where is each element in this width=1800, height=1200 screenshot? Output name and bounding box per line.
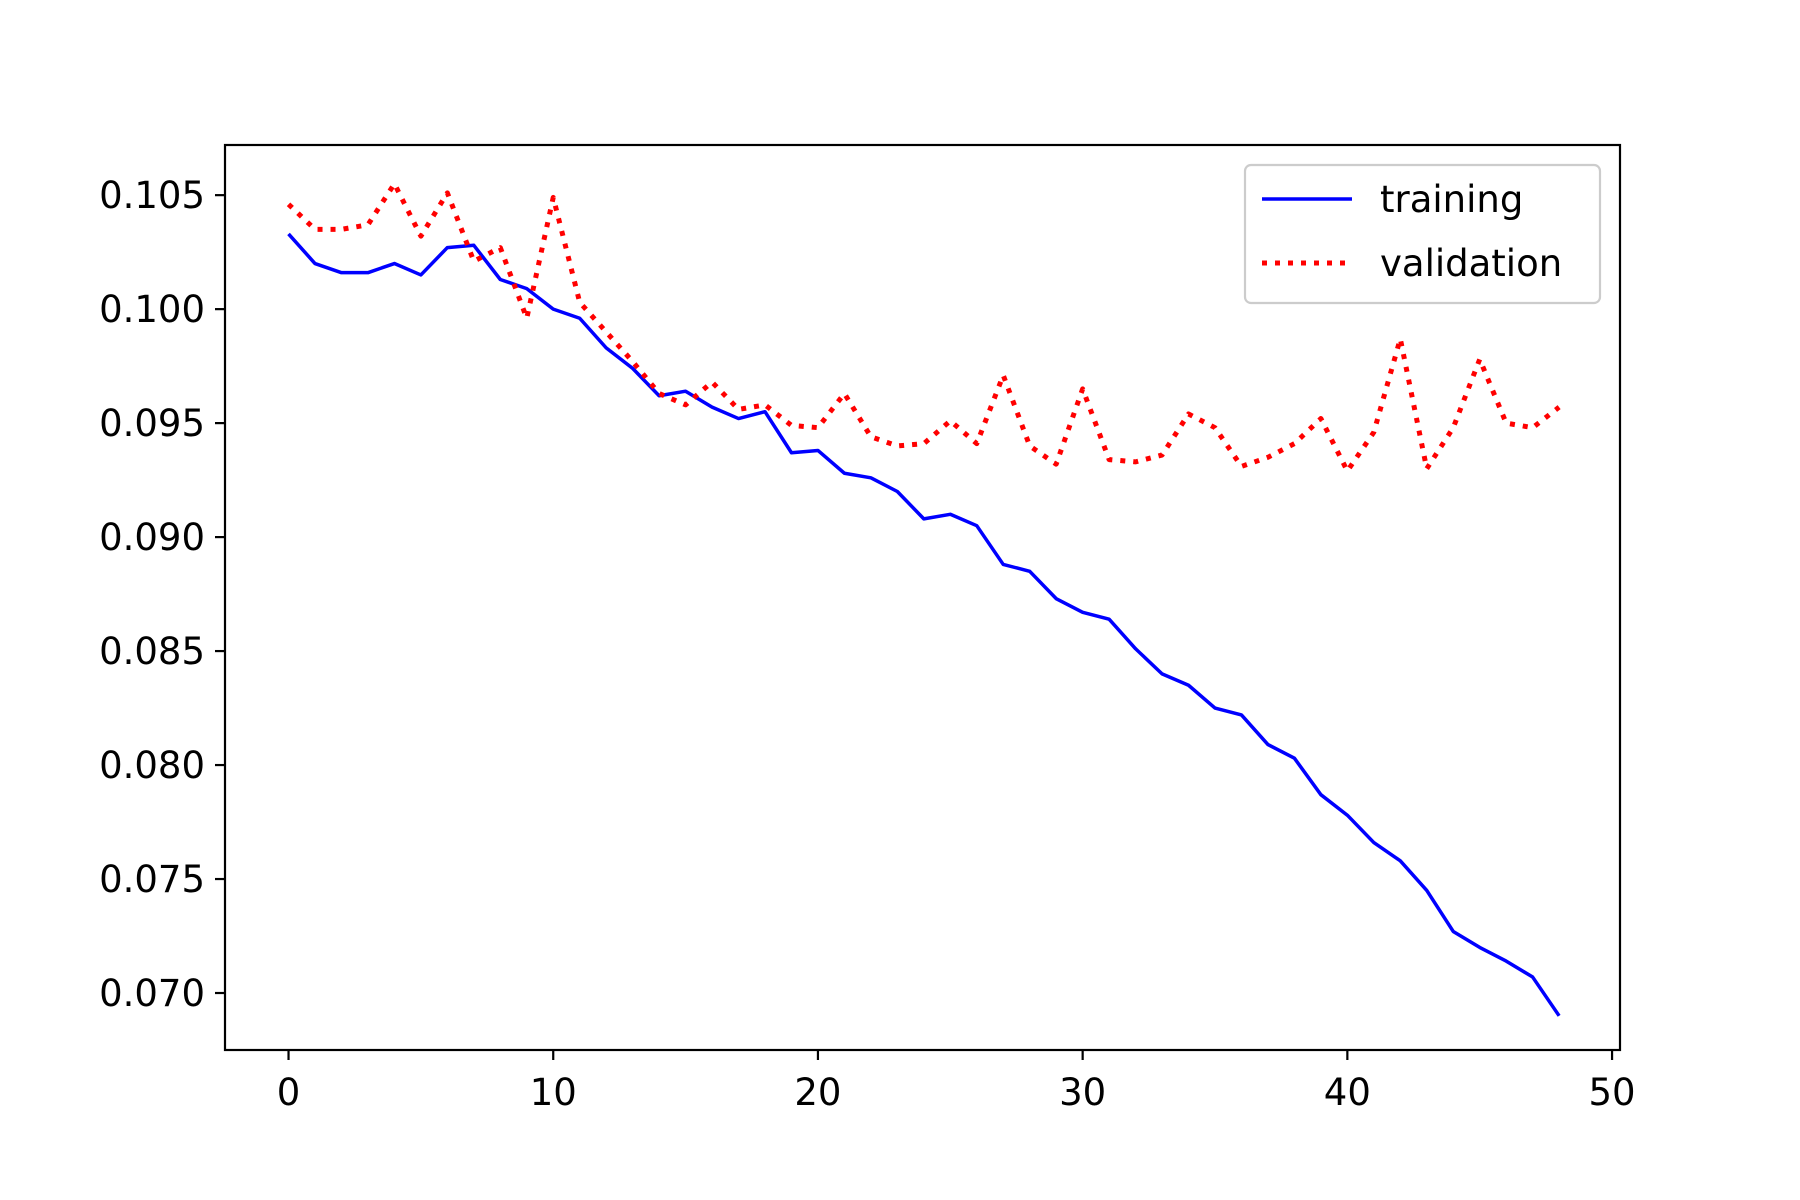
y-axis: 0.070 0.075 0.080 0.085 0.090 0.095 0.100 0.105 (99, 174, 225, 1015)
legend-label-validation: validation (1380, 242, 1562, 285)
y-tick-label: 0.085 (99, 630, 205, 673)
x-tick-label: 30 (1059, 1071, 1106, 1114)
series-line-training (287, 232, 1561, 1017)
legend: training validation (1243, 163, 1602, 305)
x-axis: 0 10 20 30 40 50 (277, 1050, 1636, 1114)
series-line-validation (286, 181, 1561, 474)
y-tick-label: 0.100 (99, 288, 205, 331)
series-layer (286, 181, 1561, 1017)
y-tick-label: 0.105 (99, 174, 205, 217)
x-tick-label: 0 (277, 1071, 301, 1114)
x-tick-label: 20 (794, 1071, 841, 1114)
y-tick-label: 0.075 (99, 858, 205, 901)
y-tick-label: 0.080 (99, 744, 205, 787)
x-tick-label: 40 (1324, 1071, 1371, 1114)
y-tick-label: 0.095 (99, 402, 205, 445)
y-tick-label: 0.070 (99, 972, 205, 1015)
y-tick-label: 0.090 (99, 516, 205, 559)
legend-label-training: training (1380, 178, 1523, 221)
x-tick-label: 50 (1589, 1071, 1636, 1114)
x-tick-label: 10 (530, 1071, 577, 1114)
plot-frame (223, 143, 1622, 1052)
